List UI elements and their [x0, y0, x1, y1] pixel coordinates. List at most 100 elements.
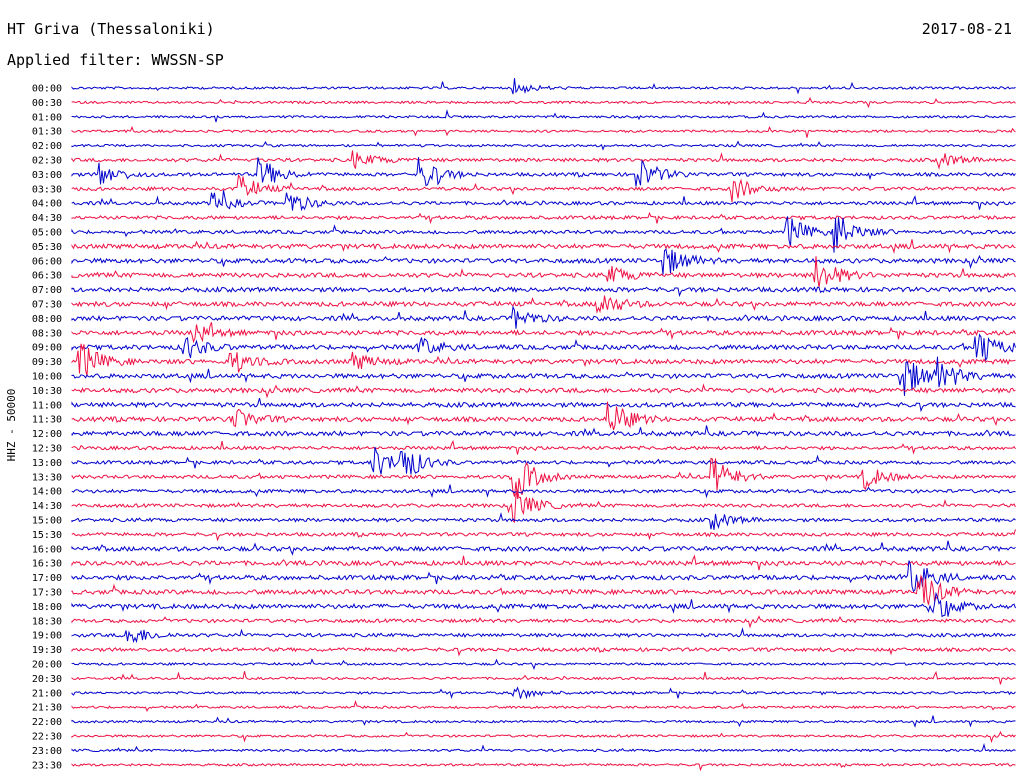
trace-line: [71, 560, 1016, 593]
row-time-label: 00:00: [32, 84, 62, 95]
row-time-label: 12:30: [32, 444, 62, 455]
trace-line: [71, 627, 1016, 644]
row-time-label: 19:00: [32, 631, 62, 642]
row-time-label: 08:30: [32, 328, 62, 339]
row-time-label: 22:00: [32, 717, 62, 728]
trace-line: [71, 540, 1016, 556]
trace-line: [71, 457, 1016, 499]
row-time-label: 09:30: [32, 357, 62, 368]
row-time-label: 02:30: [32, 156, 62, 167]
row-time-label: 17:30: [32, 588, 62, 599]
trace-line: [71, 670, 1016, 685]
y-axis-label: HHZ - 50000: [5, 389, 18, 462]
row-time-label: 21:00: [32, 688, 62, 699]
trace-line: [71, 96, 1016, 109]
trace-line: [71, 446, 1016, 475]
row-time-label: 16:30: [32, 559, 62, 570]
trace-line: [71, 511, 1016, 530]
trace-line: [71, 286, 1016, 298]
row-time-label: 10:00: [32, 372, 62, 383]
trace-line: [71, 190, 1016, 212]
row-time-label: 23:30: [32, 760, 62, 771]
row-time-label: 18:30: [32, 616, 62, 627]
row-time-label: 00:30: [32, 98, 62, 109]
trace-line: [71, 646, 1016, 657]
row-time-label: 12:00: [32, 429, 62, 440]
trace-line: [71, 762, 1016, 772]
trace-line: [71, 554, 1016, 571]
row-time-label: 01:00: [32, 112, 62, 123]
row-time-label: 06:00: [32, 256, 62, 267]
row-time-label: 11:00: [32, 400, 62, 411]
trace-line: [71, 715, 1016, 728]
trace-line: [71, 157, 1016, 187]
trace-line: [71, 488, 1016, 523]
row-time-label: 21:30: [32, 703, 62, 714]
row-time-label: 20:30: [32, 674, 62, 685]
trace-line: [71, 700, 1016, 713]
row-time-label: 09:00: [32, 343, 62, 354]
trace-line: [71, 78, 1016, 95]
applied-filter: Applied filter: WWSSN-SP: [7, 51, 224, 69]
trace-line: [71, 211, 1016, 225]
row-time-label: 15:30: [32, 530, 62, 541]
trace-line: [71, 529, 1016, 542]
row-time-label: 03:00: [32, 170, 62, 181]
trace-line: [71, 383, 1016, 399]
row-time-label: 06:30: [32, 271, 62, 282]
row-time-label: 13:00: [32, 458, 62, 469]
trace-line: [71, 615, 1016, 629]
row-time-label: 14:30: [32, 501, 62, 512]
row-time-label: 07:00: [32, 285, 62, 296]
record-date: 2017-08-21: [921, 20, 1012, 38]
trace-line: [71, 356, 1016, 396]
row-time-label: 08:00: [32, 314, 62, 325]
trace-line: [71, 686, 1016, 700]
row-time-label: 22:30: [32, 732, 62, 743]
trace-line: [71, 401, 1016, 431]
trace-line: [71, 742, 1016, 753]
trace-line: [71, 730, 1016, 744]
trace-line: [71, 256, 1016, 288]
row-time-label: 19:30: [32, 645, 62, 656]
row-time-label: 18:00: [32, 602, 62, 613]
trace-line: [71, 248, 1016, 275]
trace-line: [71, 150, 1016, 170]
trace-line: [71, 343, 1016, 377]
trace-line: [71, 305, 1016, 329]
trace-line: [71, 658, 1016, 671]
row-time-label: 03:30: [32, 184, 62, 195]
trace-line: [71, 397, 1016, 413]
row-time-label: 15:00: [32, 516, 62, 527]
trace-line: [71, 295, 1016, 314]
row-time-label: 11:30: [32, 415, 62, 426]
row-time-label: 20:00: [32, 660, 62, 671]
trace-line: [71, 173, 1016, 203]
row-time-label: 05:30: [32, 242, 62, 253]
row-time-label: 23:00: [32, 746, 62, 757]
trace-line: [71, 239, 1016, 254]
station-title: HT Griva (Thessaloniki): [7, 20, 215, 38]
trace-line: [71, 140, 1016, 151]
row-time-label: 17:00: [32, 573, 62, 584]
trace-line: [71, 125, 1016, 138]
row-time-label: 16:00: [32, 544, 62, 555]
row-time-label: 05:00: [32, 228, 62, 239]
trace-line: [71, 322, 1016, 344]
row-time-label: 14:00: [32, 487, 62, 498]
row-time-label: 13:30: [32, 472, 62, 483]
row-time-label: 04:00: [32, 199, 62, 210]
row-time-label: 07:30: [32, 300, 62, 311]
trace-line: [71, 574, 1016, 605]
trace-line: [71, 216, 1016, 253]
trace-line: [71, 439, 1016, 455]
row-time-label: 02:00: [32, 141, 62, 152]
trace-line: [71, 333, 1016, 362]
row-time-label: 10:30: [32, 386, 62, 397]
trace-line: [71, 425, 1016, 438]
row-time-label: 04:30: [32, 213, 62, 224]
trace-line: [71, 109, 1016, 123]
trace-line: [71, 484, 1016, 499]
row-time-label: 01:30: [32, 127, 62, 138]
